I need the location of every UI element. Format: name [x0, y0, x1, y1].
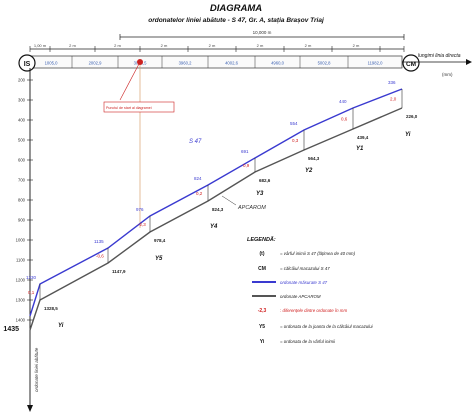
s47-value: 1135 — [94, 239, 104, 244]
x-axis-unit: (mm) — [442, 72, 453, 77]
diff-value: 0,9 — [243, 163, 250, 168]
station-label: 5002,8 — [318, 61, 331, 66]
diff-value: 0,3 — [292, 138, 299, 143]
y-tick-label: 900 — [18, 218, 26, 223]
apcarom-curve-label: APCAROM — [237, 205, 266, 211]
y-tick-label: 1400 — [16, 318, 26, 323]
top-span-label: 10,000 m — [253, 30, 272, 35]
marker-label: Y1 — [356, 146, 364, 152]
segment-label: 2 m — [209, 43, 216, 48]
apcarom-curve — [30, 108, 402, 330]
y-tick-label: 700 — [18, 178, 26, 183]
station-label: 2002,9 — [89, 61, 102, 66]
y-tick-label: 600 — [18, 158, 26, 163]
apcarom-value: 1147,9 — [112, 269, 126, 274]
marker-label: Y4 — [210, 224, 218, 230]
legend-key: Y5 — [259, 324, 265, 330]
legend-title: LEGENDĂ: — [247, 236, 276, 243]
station-label: 11982,0 — [368, 61, 383, 66]
s47-value: 336 — [388, 80, 396, 85]
diff-value: 0,1 — [28, 290, 35, 295]
station-label: 3960,2 — [179, 61, 192, 66]
segment-label: 2 m — [353, 43, 360, 48]
legend-text: = ordonata de la joanta de la călcâiul m… — [280, 324, 374, 329]
diagram-title: DIAGRAMA — [210, 3, 262, 14]
apcarom-value: 439,4 — [357, 135, 369, 140]
marker-label: Y2 — [305, 168, 313, 174]
x-axis-label: lungimi linia directa — [418, 53, 461, 59]
y-tick-label: 1300 — [16, 298, 26, 303]
is-marker: IS — [19, 55, 35, 71]
s47-value: 976 — [136, 207, 144, 212]
s47-value: 440 — [339, 99, 347, 104]
start-point-note: Punctul de start al diagramei — [104, 59, 174, 228]
apcarom-value: 824,3 — [212, 207, 224, 212]
legend-text: = vârful inimii S 47 (lățimea de 40 mm) — [280, 251, 356, 256]
legend-text: = călcâiul macazului S 47 — [280, 266, 330, 271]
station-label: 4002,6 — [225, 61, 238, 66]
legend-text: : diferențele dintre ordonate în mm — [280, 308, 347, 313]
s47-curve-label: S 47 — [189, 139, 202, 145]
diff-value: -2,3 — [138, 222, 146, 227]
y-tick-label: 200 — [18, 78, 26, 83]
s47-value: 1330 — [26, 275, 37, 280]
legend-key: CM — [258, 266, 266, 272]
marker-label: Y5 — [155, 256, 163, 262]
station-label: 1005,0 — [45, 61, 58, 66]
diff-value: -0,6 — [96, 254, 104, 259]
legend-text: ordonate măsurate S 47 — [280, 280, 328, 285]
diff-value: 2,0 — [390, 97, 397, 102]
s47-curve — [30, 89, 402, 316]
segment-label: 2 m — [257, 43, 264, 48]
s47-value: 554 — [290, 121, 298, 126]
start-value: 1435 — [3, 326, 19, 333]
marker-label: Y3 — [256, 191, 264, 197]
y-tick-label: 1100 — [16, 258, 26, 263]
segment-label: 2 m — [305, 43, 312, 48]
station-label: 4960,0 — [271, 61, 284, 66]
diff-value: 0,2 — [196, 191, 203, 196]
diff-value: 0,6 — [341, 117, 348, 122]
segment-row: 1,00 m 2 m 2 m 2 m 2 m 2 m 2 m 2 m — [30, 43, 404, 52]
note-label: Punctul de start al diagramei — [106, 106, 152, 110]
marker-label: Yi — [405, 132, 411, 138]
legend-key: (t) — [260, 251, 265, 257]
apcarom-value: 564,3 — [308, 156, 320, 161]
legend-text: ordonate APCAROM — [280, 294, 321, 299]
legend-key: Yi — [260, 339, 265, 345]
y-axis-label: ordonate liniei abătute — [34, 347, 39, 392]
apcarom-value: 978,4 — [154, 238, 166, 243]
y-axis: 200 300 400 500 600 700 800 900 1000 1100 1200 1300… — [16, 68, 39, 412]
s47-value: 824 — [194, 176, 202, 181]
y-tick-label: 400 — [18, 118, 26, 123]
y-tick-label: 500 — [18, 138, 26, 143]
segment-label: 2 m — [69, 43, 76, 48]
apcarom-value: 1328,5 — [44, 306, 58, 311]
s47-value: 691 — [241, 149, 249, 154]
station-band: 1005,02002,93005,53960,24002,64960,05002… — [30, 56, 402, 68]
apcarom-value: 682,6 — [259, 178, 271, 183]
legend-key: -2,3 — [258, 308, 267, 314]
diagram-subtitle: ordonatelor liniei abătute - S 47, Gr. A… — [148, 17, 324, 24]
y-tick-label: 1000 — [16, 238, 26, 243]
segment-label: 2 m — [161, 43, 168, 48]
y-tick-label: 1200 — [16, 278, 26, 283]
apcarom-value: 226,0 — [406, 114, 418, 119]
cm-marker: CM — [403, 55, 419, 71]
marker-label: Yi — [58, 323, 64, 329]
legend-text: = ordonata de la vârful inimii — [280, 339, 336, 344]
y-tick-label: 800 — [18, 198, 26, 203]
y-tick-label: 300 — [18, 98, 26, 103]
segment-label: 2 m — [114, 43, 121, 48]
legend: LEGENDĂ: (t) = vârful inimii S 47 (lățime… — [247, 236, 374, 345]
segment-label: 1,00 m — [34, 43, 47, 48]
is-label: IS — [24, 61, 31, 68]
top-dimension: 10,000 m — [120, 30, 404, 40]
